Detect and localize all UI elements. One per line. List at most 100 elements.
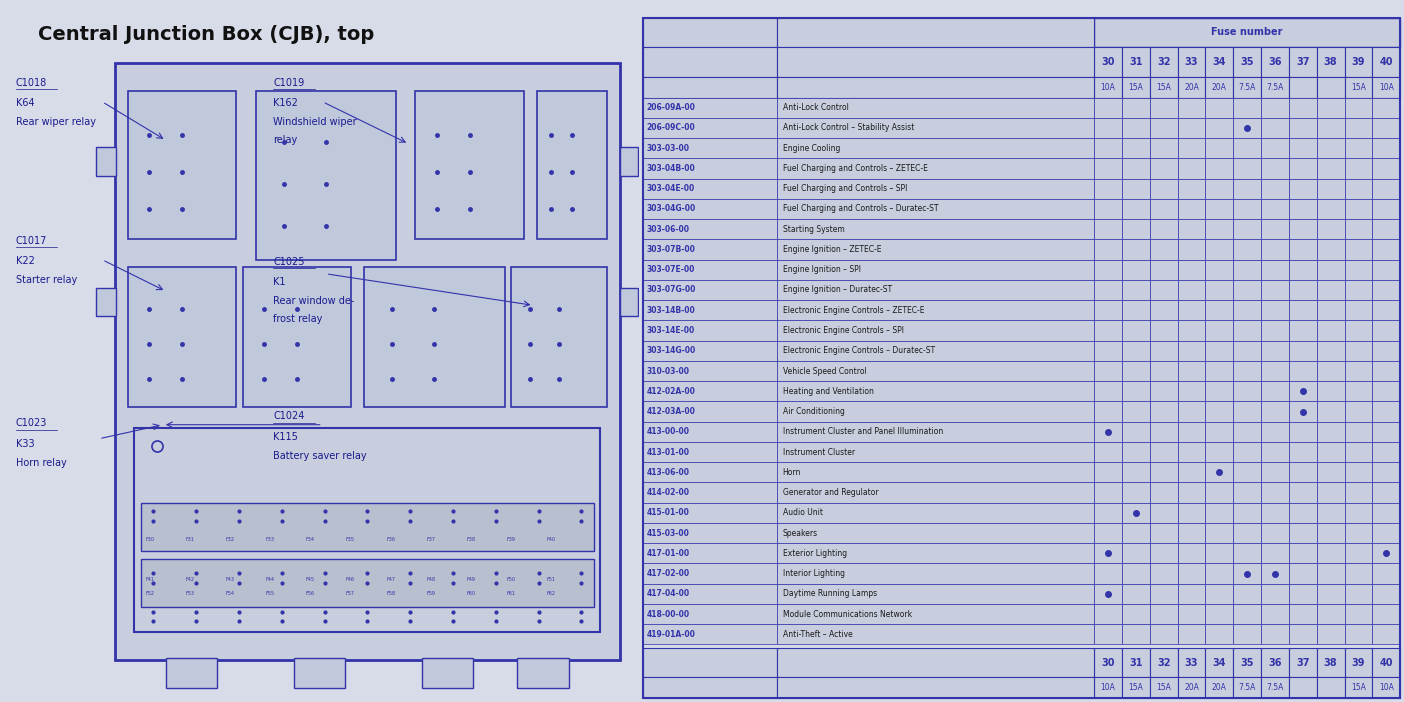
Bar [1261,159,1289,178]
Bar [643,523,776,543]
Text: 40: 40 [1380,57,1393,67]
Text: Engine Ignition – SPI: Engine Ignition – SPI [782,265,861,274]
Text: Anti-Lock Control: Anti-Lock Control [782,103,848,112]
Text: Audio Unit: Audio Unit [782,508,823,517]
Bar [1233,482,1261,503]
Text: F36: F36 [386,536,395,542]
Text: F40: F40 [546,536,556,542]
Text: Engine Cooling: Engine Cooling [782,144,840,153]
Bar [1372,47,1400,77]
Text: 417-01-00: 417-01-00 [646,549,689,558]
Bar [1122,564,1150,583]
Bar [1206,199,1233,219]
Bar [1206,361,1233,381]
Text: 36: 36 [1268,658,1282,668]
Text: F41: F41 [146,576,154,582]
Bar [643,300,776,320]
Bar [1261,178,1289,199]
Bar [1178,523,1206,543]
Bar [643,422,776,442]
Text: Horn: Horn [782,468,802,477]
Bar [1289,239,1317,260]
Bar [1094,482,1122,503]
Text: 20A: 20A [1212,83,1227,91]
Text: Fuse number: Fuse number [1212,27,1283,37]
Bar [1261,583,1289,604]
Text: Electronic Engine Controls – Duratec-ST: Electronic Engine Controls – Duratec-ST [782,346,935,355]
Bar [1178,677,1206,698]
Text: 7.5A: 7.5A [1266,684,1283,692]
Bar [1094,442,1122,462]
Bar [1206,381,1233,402]
Bar [643,381,776,402]
Text: 10A: 10A [1379,83,1394,91]
Text: F57: F57 [345,591,355,597]
Bar [1122,361,1150,381]
Text: F39: F39 [507,536,515,542]
Text: 413-01-00: 413-01-00 [646,447,689,456]
Text: 34: 34 [1213,57,1226,67]
Bar [1317,340,1345,361]
Bar [1094,159,1122,178]
Text: Engine Ignition – Duratec-ST: Engine Ignition – Duratec-ST [782,286,892,295]
Bar [1345,402,1372,422]
Text: 15A: 15A [1157,83,1171,91]
Bar [1150,422,1178,442]
Bar [1178,381,1206,402]
Bar [1261,381,1289,402]
Bar [1233,178,1261,199]
Bar [1233,199,1261,219]
Bar [1289,159,1317,178]
Bar [1345,98,1372,118]
Bar [1289,320,1317,340]
Bar [1372,648,1400,677]
Bar [1317,543,1345,564]
Bar [1206,320,1233,340]
Bar [1178,239,1206,260]
Bar [643,280,776,300]
Text: F54: F54 [226,591,234,597]
Bar [1233,402,1261,422]
Bar [1345,320,1372,340]
Bar [1206,300,1233,320]
Bar [1261,677,1289,698]
Text: C1018: C1018 [15,78,48,88]
Bar [1150,523,1178,543]
Bar [1178,648,1206,677]
Bar [776,138,1094,159]
Bar [643,77,776,98]
Bar [1178,280,1206,300]
Text: F46: F46 [345,576,355,582]
Bar [776,280,1094,300]
Bar [1372,340,1400,361]
Bar [1178,178,1206,199]
Text: F56: F56 [306,591,314,597]
Text: F58: F58 [386,591,395,597]
Bar [1233,340,1261,361]
Bar [135,428,601,632]
Bar [416,91,524,239]
Bar [1122,422,1150,442]
Text: Module Communications Network: Module Communications Network [782,609,911,618]
Bar [1372,239,1400,260]
Bar [1261,340,1289,361]
Text: 7.5A: 7.5A [1238,83,1255,91]
Text: Windshield wiper: Windshield wiper [274,117,357,127]
Bar [1233,361,1261,381]
Text: C1019: C1019 [274,78,305,88]
Text: 30: 30 [1101,57,1115,67]
Text: F60: F60 [466,591,475,597]
Bar [1206,583,1233,604]
Bar [1150,98,1178,118]
Text: 10A: 10A [1379,684,1394,692]
Bar [1317,583,1345,604]
Bar [1122,340,1150,361]
Text: 303-14B-00: 303-14B-00 [646,306,695,314]
Bar [1094,422,1122,442]
Bar [776,98,1094,118]
Bar [1261,199,1289,219]
Bar [1289,118,1317,138]
Bar [1289,543,1317,564]
Bar [619,147,637,176]
Text: 413-00-00: 413-00-00 [646,428,689,436]
